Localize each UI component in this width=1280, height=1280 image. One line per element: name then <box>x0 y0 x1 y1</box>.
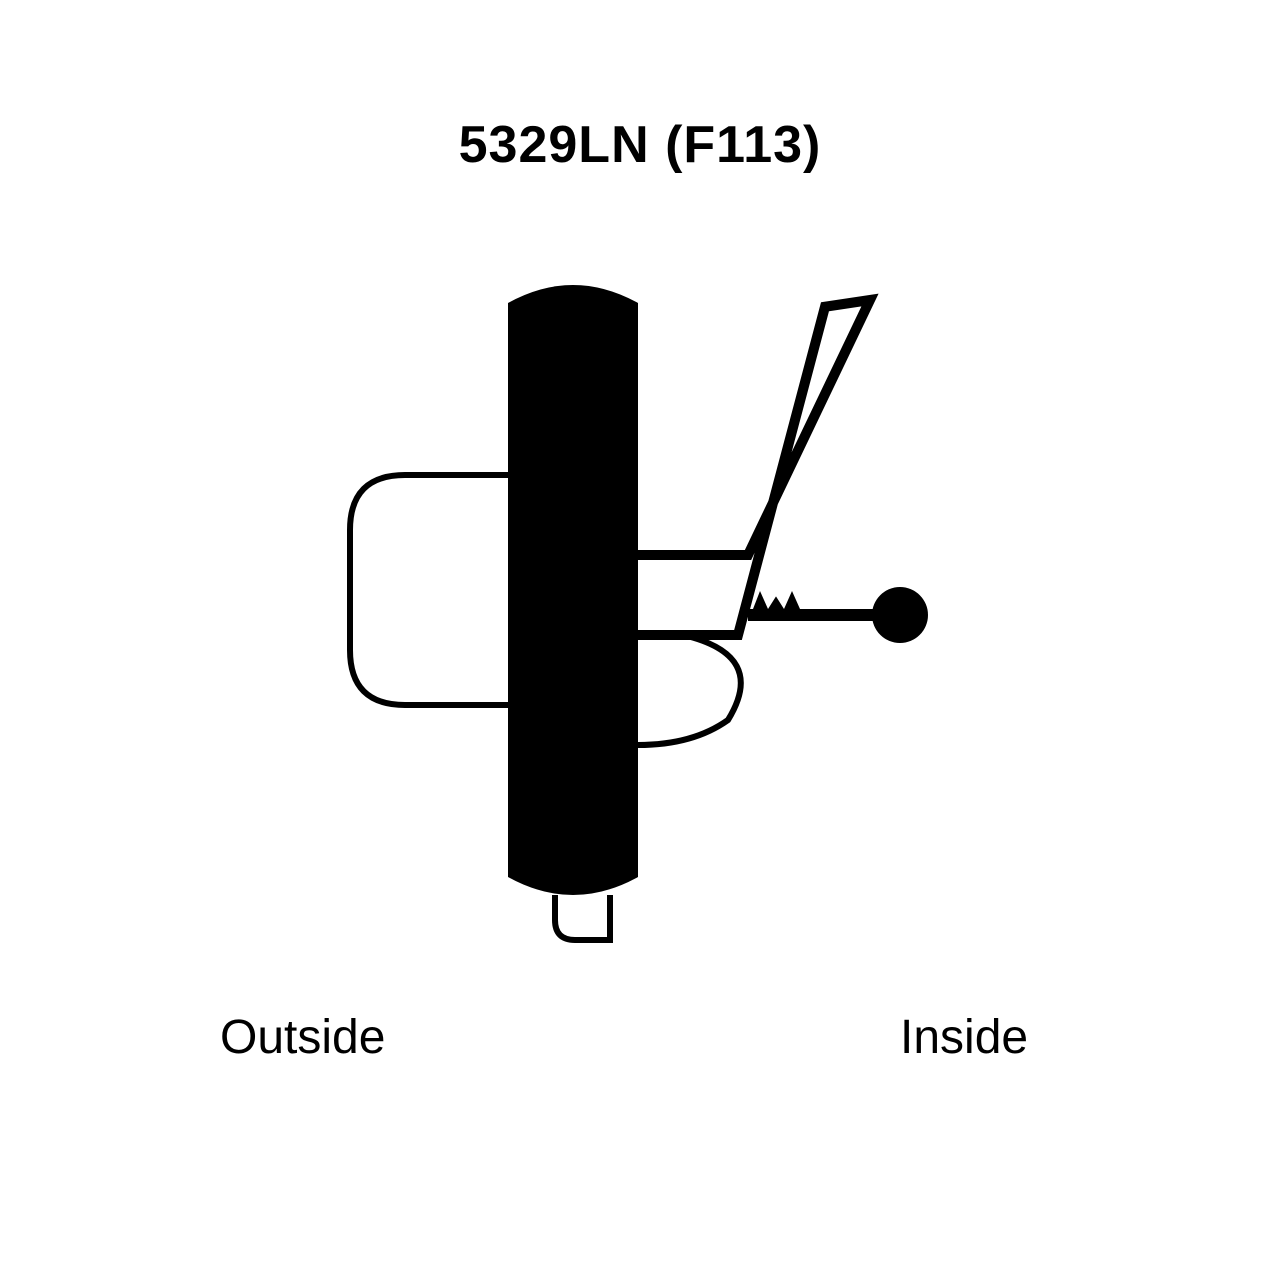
inside-lever <box>638 300 870 635</box>
key-teeth <box>753 591 800 609</box>
lock-diagram-svg <box>0 0 1280 1280</box>
key-shaft <box>748 609 880 621</box>
door-slab <box>508 285 638 895</box>
diagram-canvas: 5329LN (F113) Outside Inside <box>0 0 1280 1280</box>
key-bow-icon <box>872 587 928 643</box>
label-outside: Outside <box>220 1010 385 1065</box>
outside-rose <box>350 475 508 705</box>
inside-rose <box>638 635 741 745</box>
label-inside: Inside <box>900 1010 1028 1065</box>
latch-bolt <box>555 895 610 940</box>
